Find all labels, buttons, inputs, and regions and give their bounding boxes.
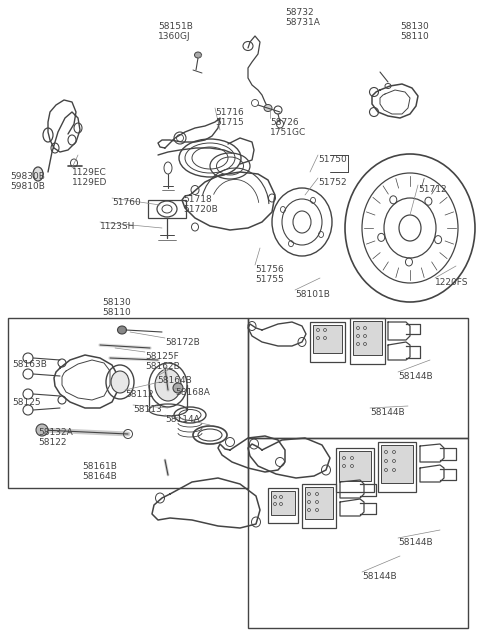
Bar <box>148 200 186 218</box>
Text: 58164B: 58164B <box>157 376 192 385</box>
Bar <box>8 318 248 488</box>
Text: 58113: 58113 <box>133 405 162 414</box>
Text: 51752: 51752 <box>318 178 347 187</box>
Bar <box>353 321 382 355</box>
Text: 58114A: 58114A <box>165 415 200 424</box>
Text: 58732: 58732 <box>285 8 313 17</box>
Ellipse shape <box>33 167 43 181</box>
Text: 51750: 51750 <box>318 155 347 164</box>
Text: 58168A: 58168A <box>175 388 210 397</box>
Bar <box>378 442 416 492</box>
Text: 51715: 51715 <box>215 118 244 127</box>
Text: 58726: 58726 <box>270 118 299 127</box>
Text: 51720B: 51720B <box>183 205 218 214</box>
Text: 58731A: 58731A <box>285 18 320 27</box>
Text: 1129EC: 1129EC <box>72 168 107 177</box>
Text: 58161B: 58161B <box>82 462 117 471</box>
Bar <box>268 488 298 523</box>
Text: 58163B: 58163B <box>12 360 47 369</box>
Text: 58151B: 58151B <box>158 22 193 31</box>
Bar <box>339 451 371 481</box>
Text: 58110: 58110 <box>400 32 429 41</box>
Ellipse shape <box>264 104 272 111</box>
Text: 59830B: 59830B <box>10 172 45 181</box>
Bar <box>381 445 413 483</box>
Bar <box>310 322 345 362</box>
Text: 51755: 51755 <box>255 275 284 284</box>
Text: 51718: 51718 <box>183 195 212 204</box>
Ellipse shape <box>36 424 48 436</box>
Text: 58101B: 58101B <box>295 290 330 299</box>
Text: 59810B: 59810B <box>10 182 45 191</box>
Text: 1123SH: 1123SH <box>100 222 135 231</box>
Text: 58144B: 58144B <box>398 372 432 381</box>
Text: 58172B: 58172B <box>165 338 200 347</box>
Ellipse shape <box>111 371 129 393</box>
Text: 58164B: 58164B <box>82 472 117 481</box>
Bar <box>350 318 385 364</box>
Text: 1220FS: 1220FS <box>435 278 468 287</box>
Text: 1129ED: 1129ED <box>72 178 108 187</box>
Text: 1360GJ: 1360GJ <box>158 32 191 41</box>
Ellipse shape <box>118 326 127 334</box>
Text: 58144B: 58144B <box>370 408 405 417</box>
Bar <box>248 318 468 438</box>
Text: 58162B: 58162B <box>145 362 180 371</box>
Ellipse shape <box>155 369 181 401</box>
Text: 58112: 58112 <box>125 390 154 399</box>
Text: 51716: 51716 <box>215 108 244 117</box>
Text: 58144B: 58144B <box>362 572 396 581</box>
Bar <box>336 448 374 492</box>
Ellipse shape <box>194 52 202 58</box>
Text: 51760: 51760 <box>112 198 141 207</box>
Text: 58130: 58130 <box>400 22 429 31</box>
Bar <box>248 438 468 628</box>
Ellipse shape <box>173 383 183 393</box>
Text: 58110: 58110 <box>102 308 131 317</box>
Text: 1751GC: 1751GC <box>270 128 306 137</box>
Text: 51756: 51756 <box>255 265 284 274</box>
Bar <box>305 487 333 519</box>
Text: 58125F: 58125F <box>145 352 179 361</box>
Text: 51712: 51712 <box>418 185 446 194</box>
Text: 58132A: 58132A <box>38 428 73 437</box>
Text: 58125: 58125 <box>12 398 41 407</box>
Bar <box>302 484 336 528</box>
Text: 58130: 58130 <box>102 298 131 307</box>
Text: 58144B: 58144B <box>398 538 432 547</box>
Bar <box>313 325 342 353</box>
Bar <box>271 491 295 515</box>
Text: 58122: 58122 <box>38 438 67 447</box>
